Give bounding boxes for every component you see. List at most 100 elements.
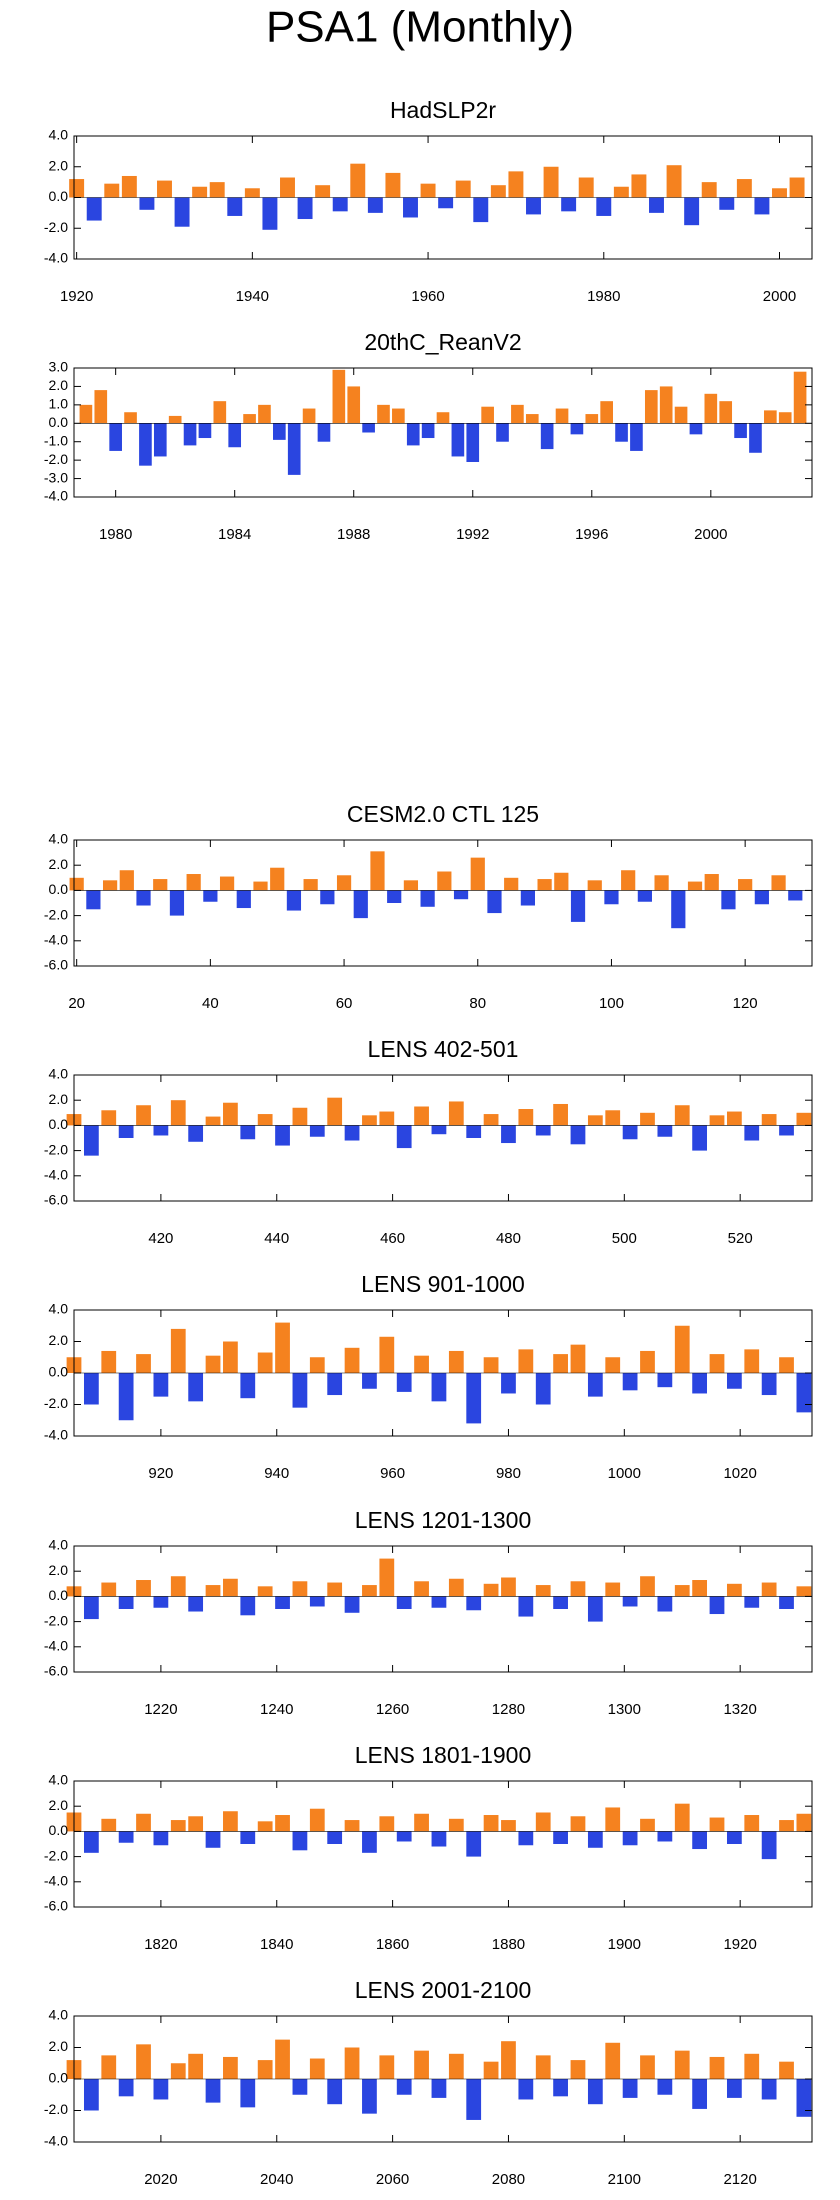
x-tick-label: 2040 <box>260 2171 293 2188</box>
y-tick-label: 4.0 <box>49 1066 69 1082</box>
bar <box>466 2079 482 2120</box>
bar <box>796 1373 812 1413</box>
bar <box>640 1576 655 1597</box>
bar <box>772 188 787 198</box>
bar <box>183 423 197 446</box>
bar <box>701 182 717 198</box>
x-tick-label: 980 <box>496 1465 521 1482</box>
x-tick-label: 1860 <box>376 1936 409 1953</box>
bar <box>744 1596 760 1608</box>
y-tick-label: 2.0 <box>49 1091 69 1107</box>
bar <box>136 1354 151 1373</box>
bar <box>362 1585 377 1597</box>
x-tick-label: 1260 <box>376 1701 409 1718</box>
y-tick-label: -4.0 <box>44 1427 68 1443</box>
bar <box>501 1820 516 1832</box>
bar <box>169 890 185 916</box>
bar <box>303 879 318 891</box>
x-tick-label: 920 <box>148 1465 173 1482</box>
x-tick-label: 420 <box>148 1230 173 1247</box>
bar <box>501 1577 516 1597</box>
bar <box>327 1831 343 1844</box>
y-tick-label: 0.0 <box>49 188 69 204</box>
bar <box>275 1125 290 1146</box>
bar <box>622 1125 638 1140</box>
bar <box>292 1831 308 1851</box>
bar <box>466 423 480 462</box>
bar <box>511 404 524 424</box>
bar <box>771 875 786 891</box>
bar <box>483 1815 499 1832</box>
x-tick-label: 1920 <box>60 288 93 305</box>
bar <box>637 890 652 902</box>
bar <box>188 2053 204 2079</box>
bar <box>622 1831 638 1846</box>
panel-title: LENS 1801-1900 <box>355 1742 531 1768</box>
bar <box>240 2079 256 2108</box>
panel-title: CESM2.0 CTL 125 <box>347 801 539 827</box>
bar <box>153 1596 169 1608</box>
bar <box>139 423 152 466</box>
bar <box>327 1373 343 1396</box>
bar <box>69 877 84 891</box>
bar <box>118 1373 134 1421</box>
bar <box>736 179 752 198</box>
bar <box>344 2047 360 2079</box>
panel-title: LENS 402-501 <box>368 1036 519 1062</box>
bar <box>525 414 539 424</box>
bar <box>437 871 452 891</box>
bar <box>379 1558 395 1597</box>
bar <box>118 1831 134 1843</box>
x-tick-label: 1820 <box>144 1936 177 1953</box>
x-tick-label: 1880 <box>492 1936 525 1953</box>
bar <box>540 423 554 450</box>
bar <box>257 2060 273 2079</box>
y-tick-label: 0.0 <box>49 1822 69 1838</box>
bar <box>570 2060 586 2079</box>
bar <box>223 1811 238 1832</box>
bar <box>109 423 122 451</box>
plot-frame <box>73 2015 813 2143</box>
bar <box>118 2079 134 2097</box>
bar <box>205 2079 221 2103</box>
x-tick-label: 460 <box>380 1230 405 1247</box>
bar <box>387 890 402 903</box>
bar <box>121 175 137 198</box>
bar <box>622 1373 638 1391</box>
bar <box>504 877 519 891</box>
bar <box>543 166 559 198</box>
y-tick-label: 4.0 <box>49 1301 69 1317</box>
bar <box>83 1596 99 1620</box>
bar <box>370 851 385 891</box>
y-tick-label: 2.0 <box>49 2038 69 2054</box>
y-tick-label: 4.0 <box>49 831 69 847</box>
bar <box>726 1831 742 1844</box>
y-tick-label: -6.0 <box>44 1663 68 1679</box>
bar <box>600 401 613 424</box>
bar <box>362 1373 377 1389</box>
bar <box>587 1596 603 1622</box>
bar <box>761 2079 777 2100</box>
bar <box>350 163 366 198</box>
bar <box>501 2041 516 2079</box>
bar <box>102 880 118 891</box>
bar <box>188 1596 204 1612</box>
y-tick-label: -1.0 <box>44 432 68 448</box>
bar <box>674 1325 690 1373</box>
x-tick-label: 1980 <box>99 526 132 543</box>
bar <box>570 423 584 435</box>
y-tick-label: -4.0 <box>44 250 68 266</box>
bar <box>587 2079 603 2105</box>
x-tick-label: 1280 <box>492 1701 525 1718</box>
bar <box>709 2056 725 2079</box>
y-tick-label: -2.0 <box>44 2101 68 2117</box>
bar <box>136 1813 151 1832</box>
bar <box>764 410 777 424</box>
bar <box>796 1586 812 1597</box>
x-tick-label: 1980 <box>587 288 620 305</box>
bar <box>640 1112 655 1126</box>
x-tick-label: 1840 <box>260 1936 293 1953</box>
bar <box>605 1807 621 1832</box>
bar <box>518 1596 534 1617</box>
bar <box>779 1125 794 1136</box>
